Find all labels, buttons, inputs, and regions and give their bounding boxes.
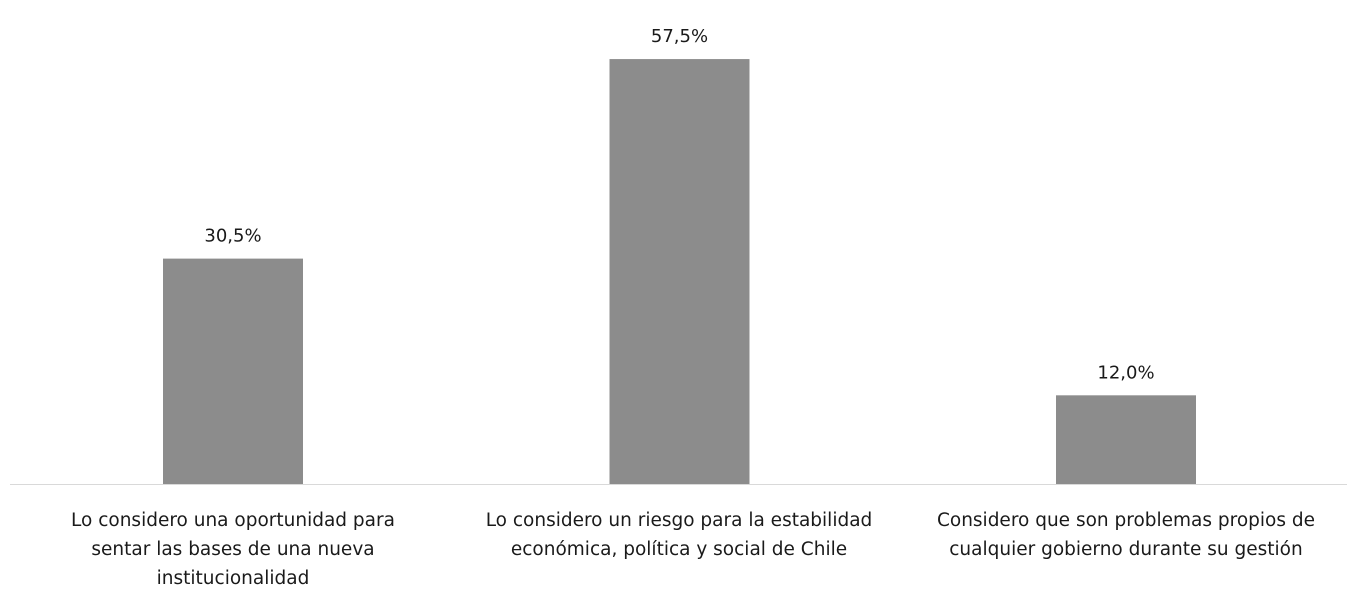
category-label-line: sentar las bases de una nueva <box>91 539 375 560</box>
category-label-problemas: Considero que son problemas propios de c… <box>906 506 1346 564</box>
category-label-oportunidad: Lo considero una oportunidad para sentar… <box>13 506 453 593</box>
category-label-line: Lo considero un riesgo para la estabilid… <box>485 510 873 531</box>
bar-0 <box>163 258 303 484</box>
category-label-line: cualquier gobierno durante su gestión <box>949 539 1303 560</box>
category-label-riesgo: Lo considero un riesgo para la estabilid… <box>459 506 899 564</box>
category-label-line: Considero que son problemas propios de <box>936 510 1316 531</box>
data-label-2: 12,0% <box>1097 362 1154 383</box>
bars-layer <box>163 59 1196 484</box>
bar-1 <box>609 59 750 484</box>
data-label-1: 57,5% <box>651 26 708 47</box>
data-label-0: 30,5% <box>204 226 261 247</box>
category-label-line: Lo considero una oportunidad para <box>71 510 395 531</box>
category-label-line: económica, política y social de Chile <box>510 539 848 560</box>
data-labels-layer: 30,5% 57,5% 12,0% <box>204 26 1154 383</box>
category-label-line: institucionalidad <box>156 568 310 589</box>
bar-2 <box>1056 395 1196 484</box>
